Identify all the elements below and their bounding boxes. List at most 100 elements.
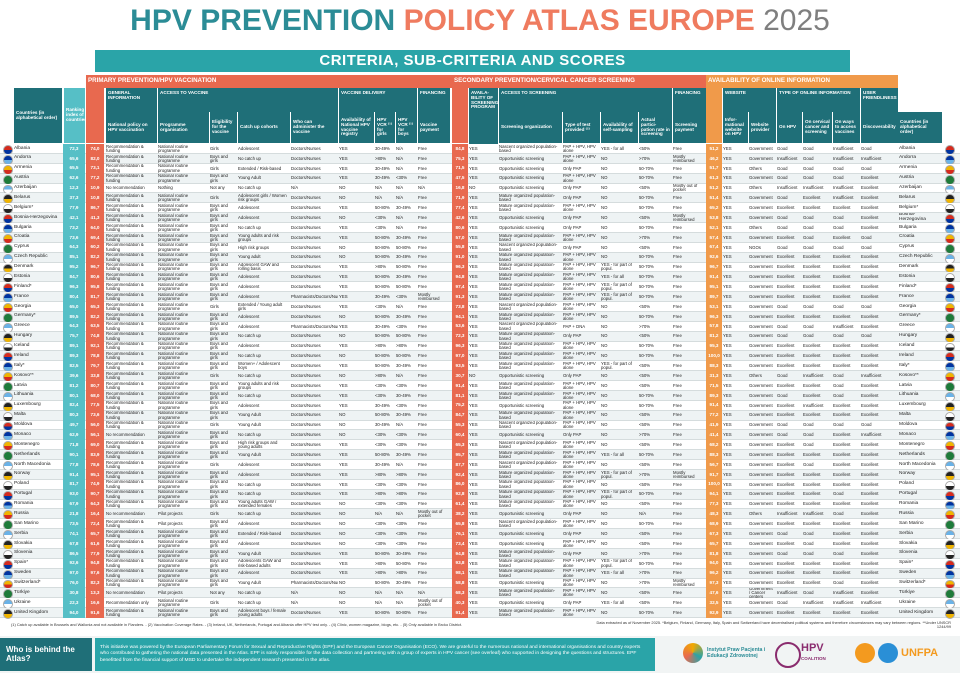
- table-cell: Free: [673, 165, 682, 171]
- table-cell: Good: [833, 382, 844, 388]
- row-background: [0, 223, 960, 233]
- table-cell: >80%: [396, 570, 408, 576]
- table-cell: Free: [418, 432, 427, 438]
- table-cell: >70%: [639, 323, 651, 329]
- table-cell: YES: [339, 165, 348, 171]
- table-cell: Free: [673, 254, 682, 260]
- table-cell: NO: [601, 333, 608, 339]
- table-cell: National routine programme: [158, 608, 189, 618]
- table-cell: Good: [803, 145, 814, 151]
- table-cell: <30%: [396, 402, 408, 408]
- score: 78,6: [86, 460, 104, 470]
- country-name: Romania: [14, 501, 34, 507]
- table-cell: Good: [777, 175, 788, 181]
- column-header: Eligibility for the vaccine: [209, 112, 237, 143]
- score: 77,4: [452, 203, 468, 214]
- table-cell: Recommendation & funding: [106, 489, 144, 499]
- table-cell: Excellent: [777, 580, 795, 586]
- table-cell: YES: [469, 382, 478, 388]
- country-name: Belarus: [14, 194, 31, 200]
- table-cell: Recommendation & funding: [106, 341, 144, 351]
- score: 77,9: [63, 203, 85, 214]
- table-cell: YES: [339, 234, 348, 240]
- flag: [945, 609, 955, 619]
- table-cell: NO: [601, 205, 608, 211]
- table-cell: No catch up: [238, 481, 261, 487]
- table-cell: Government: [749, 145, 773, 151]
- table-cell: Doctors/Nurses: [291, 205, 321, 211]
- table-cell: No catch up: [238, 155, 261, 161]
- table-cell: N/A: [639, 511, 647, 517]
- table-cell: Doctors/Nurses: [291, 491, 321, 497]
- table-cell: Doctors/Nurses: [291, 422, 321, 428]
- table-cell: >70%: [639, 570, 651, 576]
- table-cell: Free: [418, 264, 427, 270]
- table-cell: Mature organized population-based: [499, 341, 555, 351]
- score: 75,7: [63, 331, 85, 342]
- country-name: Lithuania: [14, 392, 34, 398]
- score: 68,9: [706, 519, 722, 530]
- score: 91,4: [706, 272, 722, 283]
- table-cell: YES: [723, 491, 732, 497]
- table-cell: Mature organized population-based: [499, 272, 555, 282]
- column-header: Screening organization: [498, 112, 562, 143]
- table-cell: YES: [469, 323, 478, 329]
- table-cell: NO: [601, 303, 608, 309]
- table-cell: Opportunistic screening: [499, 432, 545, 438]
- table-cell: Recommendation & funding: [106, 242, 144, 252]
- table-cell: Free: [418, 461, 427, 467]
- row-background: [0, 331, 960, 342]
- score: 86,7: [86, 203, 104, 214]
- table-cell: Free: [673, 372, 682, 378]
- table-cell: Excellent: [803, 293, 821, 299]
- table-cell: Opportunistic screening: [499, 185, 545, 191]
- table-cell: Free: [418, 570, 427, 576]
- table-cell: PAP + HPV, HPV alone: [563, 450, 596, 460]
- table-cell: YES: [469, 264, 478, 270]
- country-name: Iceland: [899, 343, 915, 349]
- table-cell: YES: [723, 392, 732, 398]
- table-cell: Young Adult: [238, 412, 261, 418]
- table-cell: Government: [749, 550, 773, 556]
- footnote: Data extracted as of November 2025. *Bel…: [596, 620, 951, 629]
- row-background: [0, 479, 960, 490]
- table-cell: Mature organized population-based: [499, 282, 555, 292]
- table-cell: Excellent: [777, 481, 795, 487]
- score: 95,8: [86, 282, 104, 293]
- table-cell: YES: [723, 580, 732, 586]
- country-name: Russia: [14, 510, 29, 516]
- table-cell: N/A: [396, 214, 404, 220]
- table-cell: Recommendation & funding: [106, 213, 144, 223]
- table-cell: Nascent organized population-based: [499, 302, 558, 311]
- table-cell: Excellent: [777, 442, 795, 448]
- table-cell: Free: [673, 560, 682, 566]
- score: 91,6: [86, 608, 104, 618]
- table-cell: N/A: [396, 461, 404, 467]
- table-cell: YES: [469, 254, 478, 260]
- row-background: [0, 598, 960, 609]
- score-header: [706, 88, 722, 143]
- score: 56,7: [706, 460, 722, 470]
- score: 92,6: [706, 252, 722, 263]
- table-cell: Boys and girls: [210, 578, 228, 588]
- table-cell: 50-80%: [375, 234, 390, 240]
- table-cell: National routine programme: [158, 341, 189, 351]
- table-cell: Good: [777, 530, 788, 536]
- score: 77,3: [706, 499, 722, 510]
- row-background: [0, 460, 960, 470]
- table-cell: Mostly reimbursed: [673, 153, 695, 163]
- table-cell: Free: [673, 343, 682, 349]
- table-cell: Extended / Young adult girls: [238, 302, 283, 311]
- table-cell: Mostly reimbursed: [673, 469, 695, 479]
- score: 94,1: [706, 489, 722, 500]
- table-cell: National routine programme: [158, 311, 189, 321]
- score: 81,7: [86, 292, 104, 302]
- table-cell: <50%: [639, 501, 651, 507]
- table-cell: YES: [723, 214, 732, 220]
- table-cell: YES: [339, 274, 348, 280]
- table-cell: Free: [673, 224, 682, 230]
- table-cell: Government: [749, 343, 773, 349]
- table-cell: Free: [673, 293, 682, 299]
- table-cell: YES: [723, 185, 732, 191]
- score: 65,2: [706, 203, 722, 214]
